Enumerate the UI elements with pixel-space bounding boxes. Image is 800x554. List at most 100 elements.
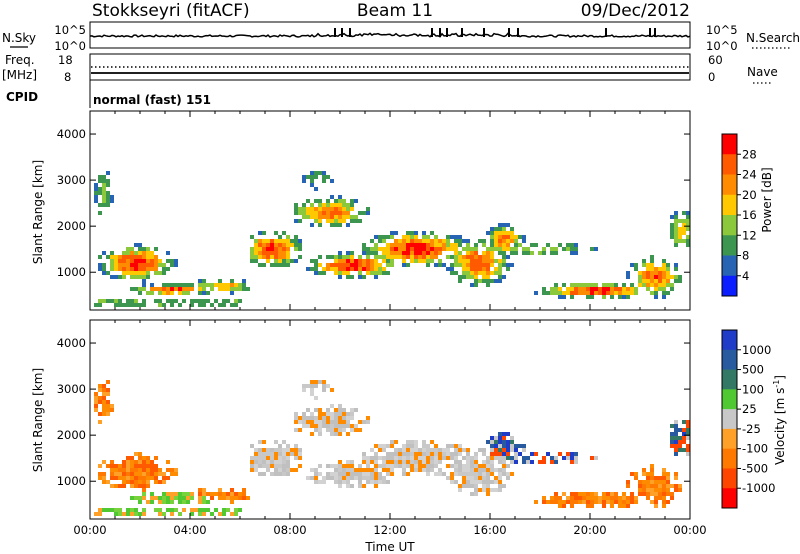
power-cell <box>610 283 614 287</box>
power-cell <box>506 235 510 239</box>
power-cell <box>450 235 454 239</box>
power-cell <box>278 255 282 259</box>
power-cell <box>486 263 490 267</box>
velocity-cell <box>374 480 378 484</box>
power-cell <box>310 179 314 183</box>
power-cell <box>374 235 378 239</box>
velocity-cell <box>202 492 206 496</box>
power-cell <box>682 227 686 231</box>
velocity-cell <box>414 452 418 456</box>
velocity-cell <box>386 480 390 484</box>
power-cell <box>354 219 358 223</box>
velocity-cell <box>134 468 138 472</box>
power-cell <box>94 199 98 203</box>
power-cell <box>170 303 174 307</box>
velocity-cell <box>494 480 498 484</box>
velocity-cell <box>150 464 154 468</box>
velocity-cell <box>654 500 658 504</box>
velocity-cell <box>146 456 150 460</box>
power-cell <box>542 291 546 295</box>
power-cell <box>674 215 678 219</box>
velocity-cell <box>150 460 154 464</box>
power-cell <box>122 259 126 263</box>
velocity-cell <box>130 512 134 516</box>
power-cell <box>414 259 418 263</box>
power-cell <box>658 283 662 287</box>
power-cell <box>522 239 526 243</box>
velocity-cell <box>374 460 378 464</box>
power-cell <box>670 227 674 231</box>
velocity-cell <box>154 464 158 468</box>
velocity-cell <box>594 496 598 500</box>
power-cell <box>386 271 390 275</box>
velocity-cell <box>574 456 578 460</box>
velocity-cell <box>586 492 590 496</box>
velocity-cell <box>262 452 266 456</box>
velocity-cell <box>374 452 378 456</box>
power-cell <box>254 239 258 243</box>
velocity-cell <box>494 456 498 460</box>
power-cell <box>438 259 442 263</box>
power-cell <box>486 279 490 283</box>
velocity-cell <box>562 500 566 504</box>
velocity-cell <box>266 452 270 456</box>
power-cell <box>334 263 338 267</box>
power-cell <box>318 263 322 267</box>
power-cell <box>146 263 150 267</box>
velocity-cell <box>554 456 558 460</box>
velocity-cell <box>130 460 134 464</box>
velocity-cell <box>258 452 262 456</box>
velocity-cell <box>406 452 410 456</box>
power-cell <box>626 275 630 279</box>
velocity-cell <box>334 480 338 484</box>
power-cell <box>578 287 582 291</box>
velocity-cell <box>654 480 658 484</box>
power-cell <box>254 243 258 247</box>
power-cell <box>522 251 526 255</box>
velocity-cell <box>358 428 362 432</box>
power-cell <box>330 223 334 227</box>
velocity-cell <box>402 452 406 456</box>
velocity-cell <box>202 488 206 492</box>
power-cell <box>366 247 370 251</box>
velocity-cell <box>334 476 338 480</box>
power-cell <box>338 251 342 255</box>
power-cell <box>314 219 318 223</box>
velocity-cell <box>366 420 370 424</box>
velocity-cell <box>346 420 350 424</box>
velocity-cell <box>422 464 426 468</box>
power-cell <box>202 287 206 291</box>
power-cell <box>374 247 378 251</box>
velocity-cell <box>474 476 478 480</box>
power-cell <box>214 299 218 303</box>
velocity-xtick-label-5: 20:00 <box>573 523 606 537</box>
power-cell <box>310 267 314 271</box>
velocity-cell <box>106 412 110 416</box>
velocity-cell <box>150 468 154 472</box>
velocity-cell <box>478 472 482 476</box>
velocity-cell <box>114 464 118 468</box>
velocity-cell <box>686 444 690 448</box>
power-cell <box>178 291 182 295</box>
power-cell <box>286 235 290 239</box>
velocity-cell <box>166 476 170 480</box>
power-cell <box>314 215 318 219</box>
velocity-cell <box>330 428 334 432</box>
power-cell <box>362 263 366 267</box>
power-cell <box>374 255 378 259</box>
velocity-cell <box>322 480 326 484</box>
power-cell <box>594 283 598 287</box>
power-cell <box>334 199 338 203</box>
velocity-cell <box>674 432 678 436</box>
velocity-cell <box>478 464 482 468</box>
power-cell <box>142 303 146 307</box>
velocity-cell <box>498 468 502 472</box>
velocity-cell <box>302 412 306 416</box>
velocity-cell <box>366 464 370 468</box>
power-cell <box>134 303 138 307</box>
velocity-cell <box>410 448 414 452</box>
velocity-cell <box>478 448 482 452</box>
velocity-cell <box>674 420 678 424</box>
power-cell <box>130 247 134 251</box>
power-cell <box>566 287 570 291</box>
